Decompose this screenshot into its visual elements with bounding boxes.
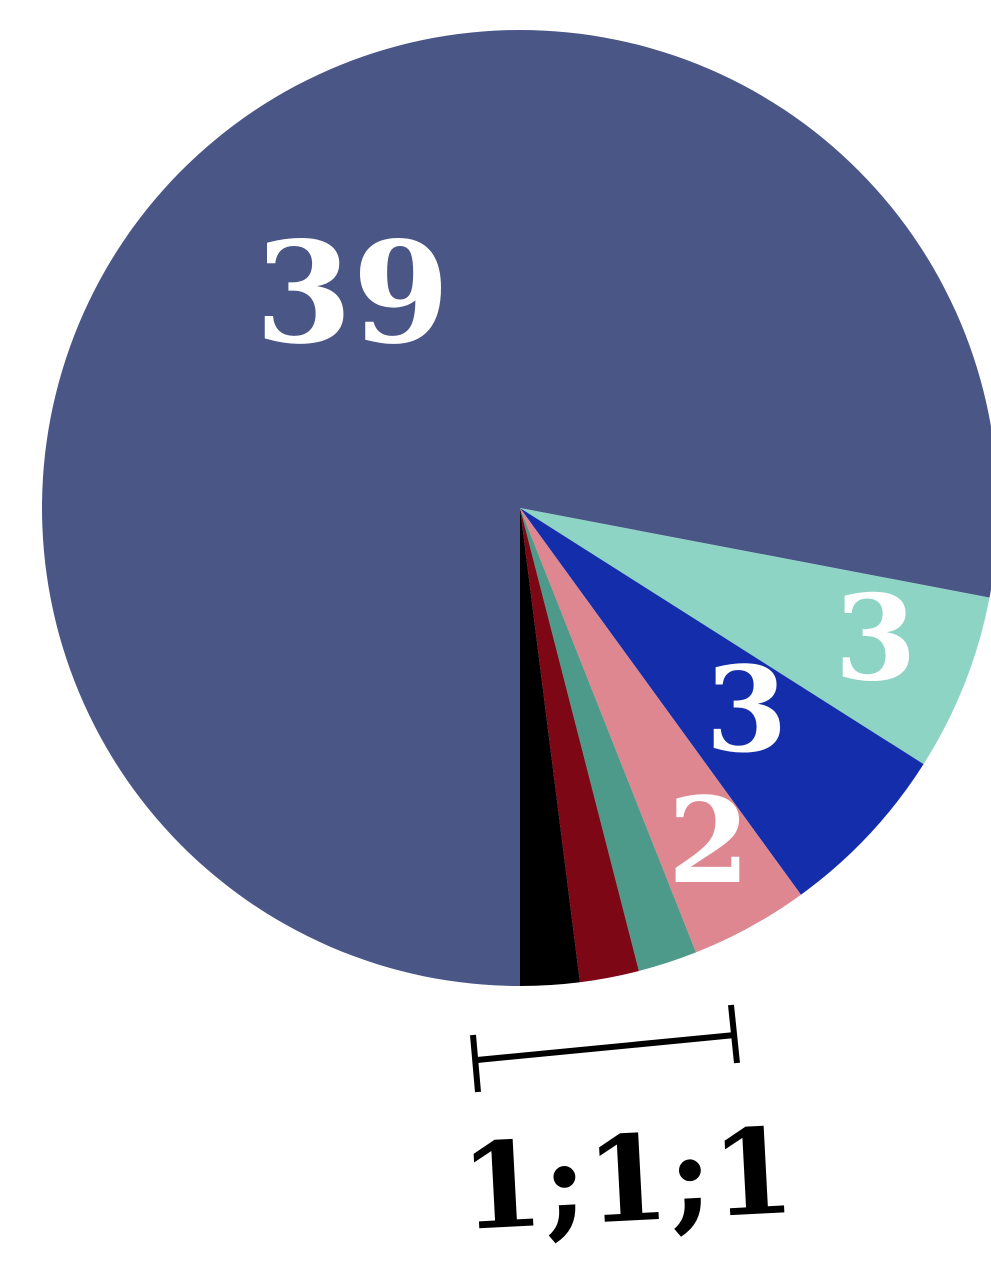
pie-slice	[520, 508, 696, 971]
pie-slice	[42, 30, 991, 986]
slice-label: 39	[255, 212, 450, 376]
slice-labels: 39 332	[255, 212, 917, 910]
bracket-bar	[476, 1032, 736, 1063]
small-slices-bracket	[470, 1004, 740, 1093]
pie-slice	[520, 508, 580, 986]
pie-slice	[520, 508, 639, 983]
slice-label: 3	[705, 640, 787, 779]
slice-label: 2	[668, 771, 750, 910]
pie-slice	[520, 508, 990, 765]
bracket-right-tick	[728, 1004, 740, 1064]
slice-label: 3	[834, 568, 916, 707]
bracket-left-tick	[470, 1034, 481, 1093]
pie-slice	[520, 508, 924, 895]
pie-slice	[520, 508, 801, 953]
small-slices-label: 1;1;1	[457, 1101, 797, 1257]
pie-slices	[42, 30, 991, 986]
